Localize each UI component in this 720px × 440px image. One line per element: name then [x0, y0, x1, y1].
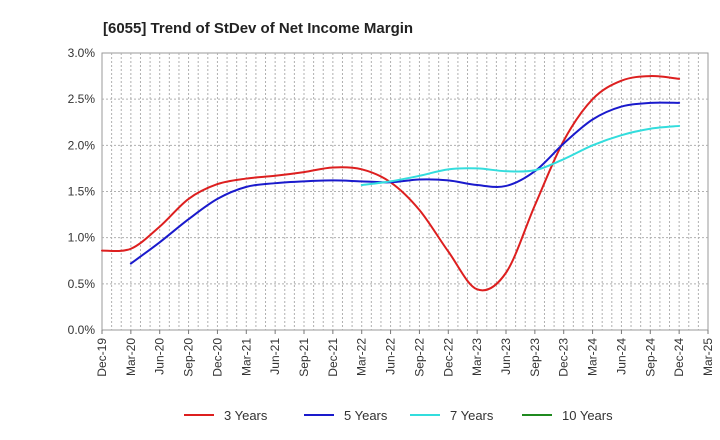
x-tick-label: Jun-20	[153, 338, 167, 375]
x-tick-label: Mar-23	[470, 338, 484, 376]
y-tick-label: 2.0%	[68, 138, 96, 152]
series-lines	[101, 75, 681, 292]
x-tick-label: Mar-21	[239, 338, 253, 376]
x-tick-label: Dec-22	[441, 338, 455, 377]
x-tick-label: Sep-22	[412, 338, 426, 377]
x-tick-label: Mar-25	[701, 338, 715, 376]
x-tick-label: Sep-23	[528, 338, 542, 377]
chart-title: [6055] Trend of StDev of Net Income Marg…	[103, 20, 413, 37]
x-tick-label: Jun-23	[499, 338, 513, 375]
x-tick-label: Dec-24	[672, 338, 686, 377]
grid	[102, 53, 708, 330]
y-tick-label: 1.0%	[68, 231, 96, 245]
x-tick-label: Sep-21	[297, 338, 311, 377]
x-tick-label: Sep-24	[643, 338, 657, 377]
y-tick-label: 0.5%	[68, 277, 96, 291]
plot-area	[101, 52, 709, 331]
x-tick-label: Jun-24	[614, 338, 628, 375]
x-tick-label: Dec-20	[210, 338, 224, 377]
x-tick-label: Dec-23	[557, 338, 571, 377]
x-axis: Dec-19 Mar-20 Jun-20 Sep-20 Dec-20 Mar-21 Jun-…	[95, 330, 715, 377]
legend: 3 Years 5 Years 7 Years 10 Years	[184, 408, 613, 423]
x-tick-label: Mar-20	[124, 338, 138, 376]
y-tick-label: 2.5%	[68, 92, 96, 106]
series-line-7-years	[360, 124, 681, 187]
x-tick-label: Mar-22	[355, 338, 369, 376]
legend-label-7-years: 7 Years	[450, 408, 494, 423]
legend-label-10-years: 10 Years	[562, 408, 613, 423]
series-line-5-years	[129, 101, 681, 265]
x-tick-label: Mar-24	[586, 338, 600, 376]
legend-label-5-years: 5 Years	[344, 408, 388, 423]
y-tick-label: 3.0%	[68, 46, 96, 60]
x-tick-label: Dec-21	[326, 338, 340, 377]
x-tick-label: Dec-19	[95, 338, 109, 377]
y-tick-label: 1.5%	[68, 185, 96, 199]
y-axis: 0.0% 0.5% 1.0% 1.5% 2.0% 2.5% 3.0%	[68, 46, 96, 337]
x-tick-label: Sep-20	[182, 338, 196, 377]
x-tick-label: Jun-21	[268, 338, 282, 375]
x-tick-label: Jun-22	[384, 338, 398, 375]
y-tick-label: 0.0%	[68, 323, 96, 337]
legend-label-3-years: 3 Years	[224, 408, 268, 423]
